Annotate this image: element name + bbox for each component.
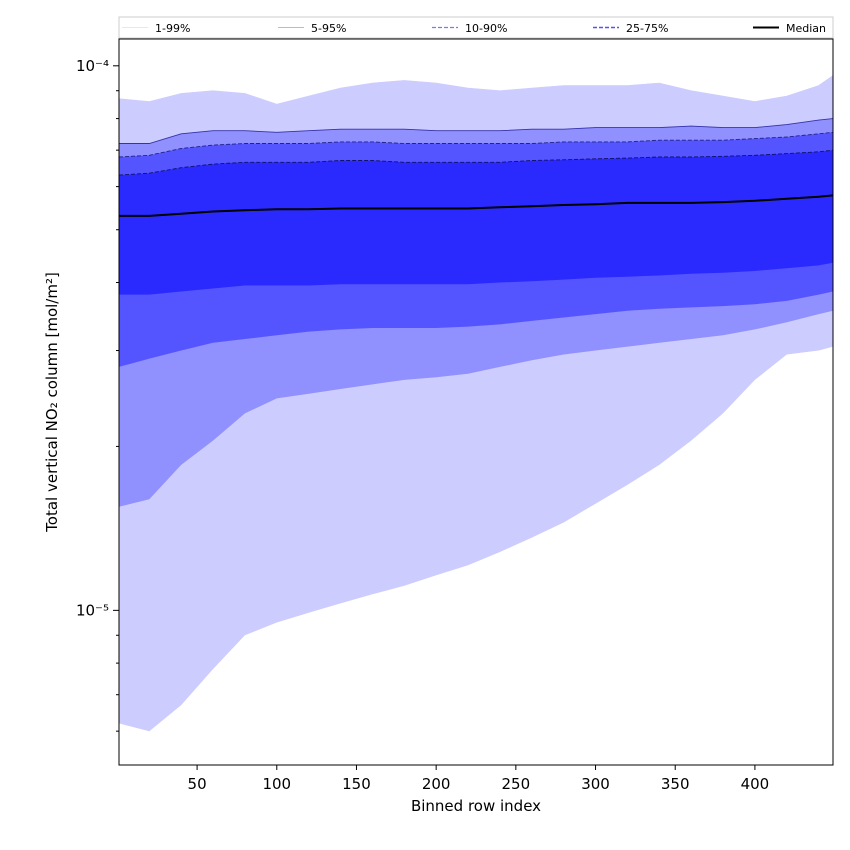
x-tick-label: 100 <box>262 775 291 793</box>
legend-label: 1-99% <box>155 22 190 35</box>
x-axis-label: Binned row index <box>411 797 541 815</box>
band-edge-10-90% <box>118 131 834 158</box>
legend: 1-99% 5-95% 10-90% 25-75% Median <box>118 16 834 39</box>
legend-label: 10-90% <box>465 22 507 35</box>
band-edge-25-75% <box>118 149 834 176</box>
x-tick-label: 350 <box>661 775 690 793</box>
x-axis: 50 100 150 200 250 300 350 400 <box>188 765 770 793</box>
band-25-75% <box>119 150 833 295</box>
legend-frame <box>118 16 834 39</box>
lines-layer <box>119 194 834 217</box>
x-tick-label: 150 <box>342 775 371 793</box>
x-tick-label: 250 <box>502 775 531 793</box>
y-axis: 10⁻⁵ 10⁻⁴ <box>76 57 119 732</box>
y-tick-label: 10⁻⁴ <box>76 57 109 75</box>
band-edge-1-99% <box>118 75 834 105</box>
y-tick-label: 10⁻⁵ <box>76 601 109 619</box>
bands-layer <box>118 75 834 732</box>
x-tick-label: 200 <box>422 775 451 793</box>
x-tick-label: 50 <box>188 775 207 793</box>
legend-label: 25-75% <box>626 22 668 35</box>
median-line <box>119 194 834 217</box>
legend-label: 5-95% <box>311 22 346 35</box>
legend-label: Median <box>786 22 826 35</box>
y-axis-label: Total vertical NO₂ column [mol/m²] <box>43 272 61 533</box>
x-tick-label: 400 <box>741 775 770 793</box>
plot-frame <box>118 38 834 766</box>
band-edge-5-95% <box>119 118 834 144</box>
x-tick-label: 300 <box>581 775 610 793</box>
